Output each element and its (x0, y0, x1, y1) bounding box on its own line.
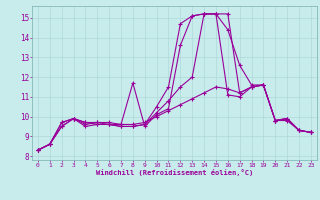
X-axis label: Windchill (Refroidissement éolien,°C): Windchill (Refroidissement éolien,°C) (96, 169, 253, 176)
